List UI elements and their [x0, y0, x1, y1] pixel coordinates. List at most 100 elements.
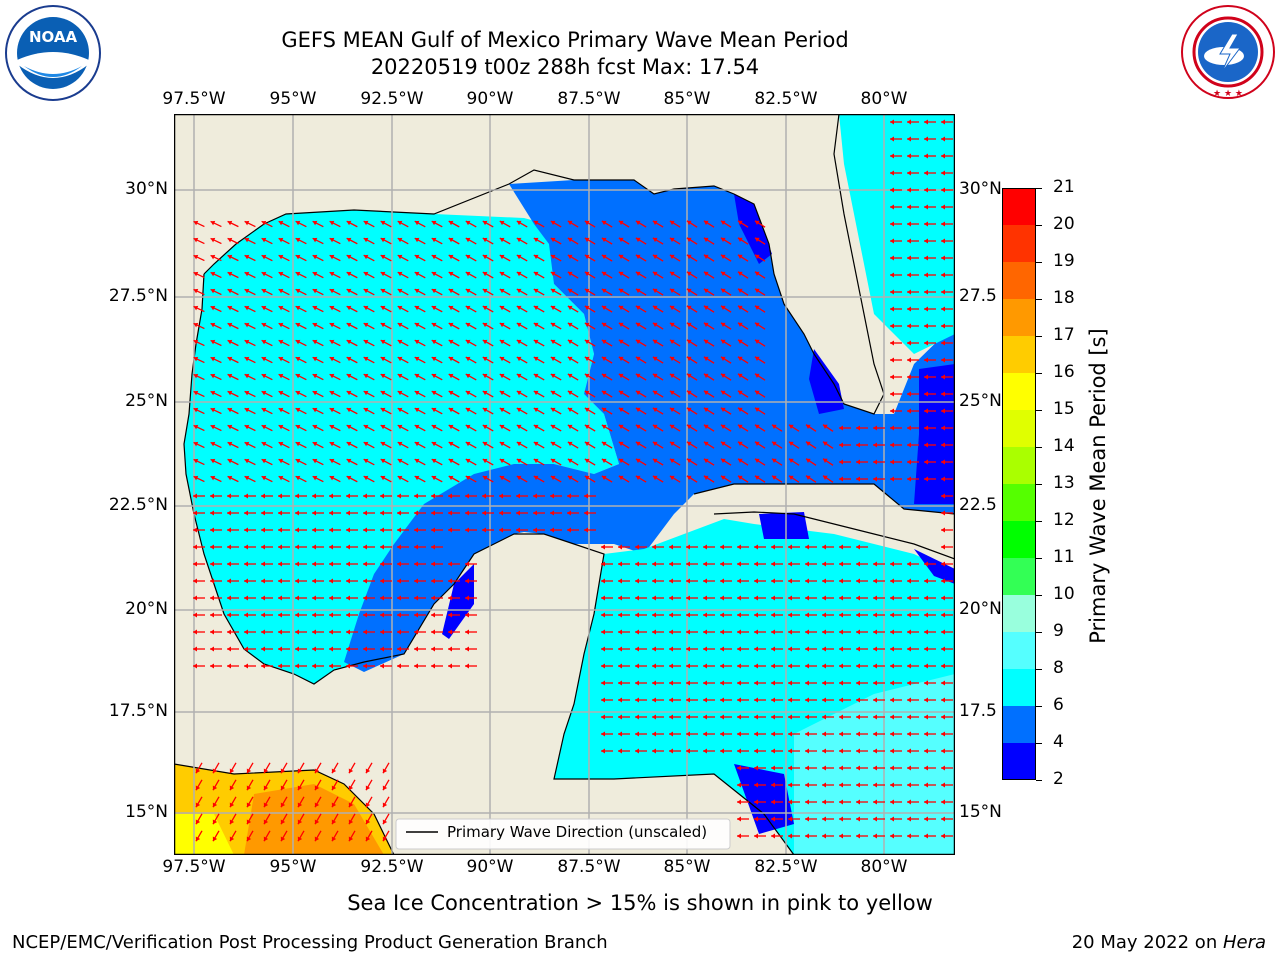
wave-arrow [261, 271, 273, 279]
wave-arrow [669, 271, 681, 279]
wave-arrow [754, 663, 766, 669]
wave-arrow [346, 339, 358, 347]
wave-arrow [737, 322, 749, 330]
wave-arrow [669, 373, 681, 381]
sea-ice-note: Sea Ice Concentration > 15% is shown in … [347, 891, 933, 915]
wave-arrow [601, 458, 613, 466]
wave-arrow [550, 288, 562, 296]
wave-arrow [346, 475, 358, 483]
wave-arrow [363, 578, 375, 584]
wave-arrow [890, 306, 902, 312]
lat-label-right: 15°N [959, 802, 1002, 822]
wave-arrow [431, 373, 443, 381]
wave-arrow [244, 339, 256, 347]
wave-arrow [703, 288, 715, 296]
wave-arrow [771, 816, 783, 822]
wave-arrow [924, 561, 936, 567]
wave-arrow [890, 578, 902, 584]
wave-arrow [314, 779, 322, 791]
wave-arrow [261, 561, 273, 567]
wave-arrow [771, 833, 783, 839]
wave-arrow [907, 680, 919, 686]
wave-arrow [295, 458, 307, 466]
wave-arrow [856, 442, 868, 448]
colorbar-tick-label: 8 [1053, 658, 1064, 678]
wave-arrow [703, 544, 715, 550]
wave-arrow [839, 578, 851, 584]
wave-arrow [703, 646, 715, 652]
wave-arrow [465, 424, 477, 432]
wave-arrow [210, 305, 222, 313]
wave-arrow [873, 748, 885, 754]
wave-arrow [584, 390, 596, 398]
wave-arrow [516, 356, 528, 364]
wave-arrow [348, 779, 356, 791]
wave-arrow [652, 561, 664, 567]
wave-arrow [856, 680, 868, 686]
wave-arrow [771, 595, 783, 601]
wave-arrow [261, 544, 273, 550]
wave-arrow [941, 323, 953, 329]
wave-arrow [363, 237, 375, 245]
wave-arrow [346, 356, 358, 364]
wave-arrow [465, 527, 477, 533]
lon-label: 82.5°W [754, 89, 818, 109]
lat-label-left: 25°N [125, 391, 168, 411]
wave-arrow [567, 237, 579, 245]
wave-arrow [297, 796, 305, 808]
wave-arrow [261, 237, 273, 245]
wave-arrow [720, 629, 732, 635]
wave-arrow [312, 612, 324, 618]
wave-arrow [839, 476, 851, 482]
wave-arrow [295, 356, 307, 364]
colorbar-tick-label: 9 [1053, 621, 1064, 641]
wave-arrow [618, 561, 630, 567]
wave-arrow [771, 441, 783, 449]
wave-arrow [890, 595, 902, 601]
wave-arrow [227, 458, 239, 466]
wave-arrow [261, 322, 273, 330]
wave-arrow [584, 356, 596, 364]
wave-arrow [822, 458, 834, 466]
noaa-logo-text: NOAA [29, 28, 78, 46]
wave-arrow [703, 697, 715, 703]
wave-arrow [822, 697, 834, 703]
wave-arrow [788, 799, 800, 805]
wave-arrow [873, 612, 885, 618]
wave-arrow [618, 322, 630, 330]
wave-arrow [397, 458, 409, 466]
wave-arrow [414, 237, 426, 245]
wave-arrow [295, 373, 307, 381]
wave-arrow [244, 510, 256, 516]
wave-arrow [584, 288, 596, 296]
wave-arrow [720, 390, 732, 398]
wave-arrow [482, 373, 494, 381]
wave-arrow [193, 629, 205, 635]
wave-arrow [618, 612, 630, 618]
wave-arrow [890, 697, 902, 703]
wave-arrow [822, 561, 834, 567]
wave-arrow [363, 356, 375, 364]
wave-arrow [703, 663, 715, 669]
wave-arrow [873, 595, 885, 601]
wave-arrow [312, 646, 324, 652]
wave-arrow [533, 390, 545, 398]
wave-arrow [431, 220, 443, 228]
wave-arrow [312, 220, 324, 228]
colorbar-tick-label: 11 [1053, 547, 1075, 567]
wave-arrow [482, 271, 494, 279]
wave-arrow [331, 779, 339, 791]
wave-arrow [686, 458, 698, 466]
wave-arrow [397, 288, 409, 296]
wave-arrow [652, 288, 664, 296]
wave-arrow [686, 237, 698, 245]
colorbar-segment [1002, 558, 1036, 595]
wave-arrow [907, 238, 919, 244]
wave-arrow [193, 544, 205, 550]
wave-arrow [941, 119, 953, 125]
wave-arrow [261, 475, 273, 483]
wave-arrow [754, 390, 766, 398]
wave-arrow [414, 578, 426, 584]
ocean-caribbean-east [794, 674, 955, 855]
wave-arrow [244, 527, 256, 533]
